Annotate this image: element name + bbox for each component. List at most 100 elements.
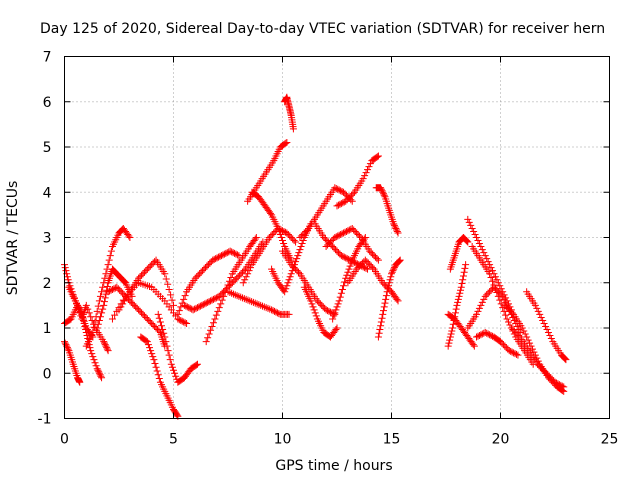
data-point xyxy=(150,356,158,364)
data-point xyxy=(175,316,183,324)
data-point xyxy=(561,355,569,363)
data-point xyxy=(357,261,365,269)
data-point xyxy=(173,411,181,419)
data-point xyxy=(363,258,371,266)
data-point xyxy=(484,330,492,338)
data-point xyxy=(299,237,307,245)
data-point xyxy=(148,350,156,358)
data-point xyxy=(180,318,188,326)
series-track-34 xyxy=(464,215,515,314)
data-point xyxy=(202,299,210,307)
data-point xyxy=(297,232,305,240)
data-point xyxy=(383,288,391,296)
data-point xyxy=(458,280,466,288)
data-point xyxy=(64,276,72,284)
series-track-2 xyxy=(61,338,84,386)
data-point xyxy=(113,283,121,291)
data-point xyxy=(232,250,240,258)
data-point xyxy=(342,254,350,262)
data-point xyxy=(156,318,164,326)
data-point xyxy=(474,237,482,245)
data-point xyxy=(251,299,259,307)
data-point xyxy=(510,327,518,335)
data-point xyxy=(478,246,486,254)
data-point xyxy=(471,230,479,238)
data-point xyxy=(103,345,111,353)
data-point xyxy=(374,256,382,264)
data-point xyxy=(335,186,343,194)
data-point xyxy=(155,327,163,335)
data-point xyxy=(385,279,393,287)
data-point xyxy=(491,285,499,293)
data-point xyxy=(347,259,355,267)
data-point xyxy=(338,286,346,294)
y-tick-label: 2 xyxy=(43,276,52,292)
data-point xyxy=(538,365,546,373)
data-point xyxy=(394,297,402,305)
x-tick-label: 20 xyxy=(492,432,510,448)
data-point xyxy=(332,246,340,254)
data-point xyxy=(341,190,349,198)
data-point xyxy=(500,295,508,303)
series-track-26 xyxy=(333,152,382,210)
data-point xyxy=(151,359,159,367)
data-point xyxy=(128,292,136,300)
data-point xyxy=(473,333,481,341)
data-point xyxy=(560,354,568,362)
data-point xyxy=(108,315,116,323)
data-point xyxy=(239,268,247,276)
data-point xyxy=(164,347,172,355)
data-point xyxy=(510,349,518,357)
data-point xyxy=(531,301,539,309)
data-point xyxy=(95,368,103,376)
data-point xyxy=(552,379,560,387)
data-point xyxy=(224,288,232,296)
data-point xyxy=(212,294,220,302)
data-point xyxy=(483,291,491,299)
data-point xyxy=(259,302,267,310)
data-point xyxy=(177,303,185,311)
data-point xyxy=(283,282,291,290)
data-point xyxy=(356,232,364,240)
data-point xyxy=(237,293,245,301)
data-point xyxy=(468,224,476,232)
data-point xyxy=(151,322,159,330)
data-point xyxy=(286,232,294,240)
series-track-39 xyxy=(507,324,568,391)
data-point xyxy=(361,234,369,241)
data-point xyxy=(106,252,114,260)
data-point xyxy=(497,338,504,346)
data-point xyxy=(343,271,351,279)
data-point xyxy=(460,268,468,276)
data-point xyxy=(470,227,478,235)
data-point xyxy=(505,306,513,314)
data-point xyxy=(111,284,119,292)
data-point xyxy=(483,329,491,337)
data-point xyxy=(253,300,261,308)
data-point xyxy=(502,303,510,311)
data-point xyxy=(287,270,295,278)
data-point xyxy=(336,293,344,301)
data-point xyxy=(162,275,170,283)
data-point xyxy=(386,276,394,284)
data-point xyxy=(361,172,369,180)
data-point xyxy=(136,273,144,281)
data-point xyxy=(104,261,112,269)
data-point xyxy=(233,251,241,259)
data-point xyxy=(395,258,403,266)
data-point xyxy=(88,316,96,324)
data-point xyxy=(224,281,232,289)
data-point xyxy=(346,262,354,270)
data-point xyxy=(61,339,69,347)
data-point xyxy=(502,344,510,352)
data-point xyxy=(103,344,111,352)
data-point xyxy=(89,353,97,361)
data-point xyxy=(289,125,297,133)
data-point xyxy=(308,300,316,308)
data-point xyxy=(273,309,281,317)
data-point xyxy=(341,278,349,286)
series-track-14 xyxy=(202,234,260,346)
data-point xyxy=(487,332,495,340)
data-point xyxy=(145,264,153,272)
data-point xyxy=(279,237,286,245)
